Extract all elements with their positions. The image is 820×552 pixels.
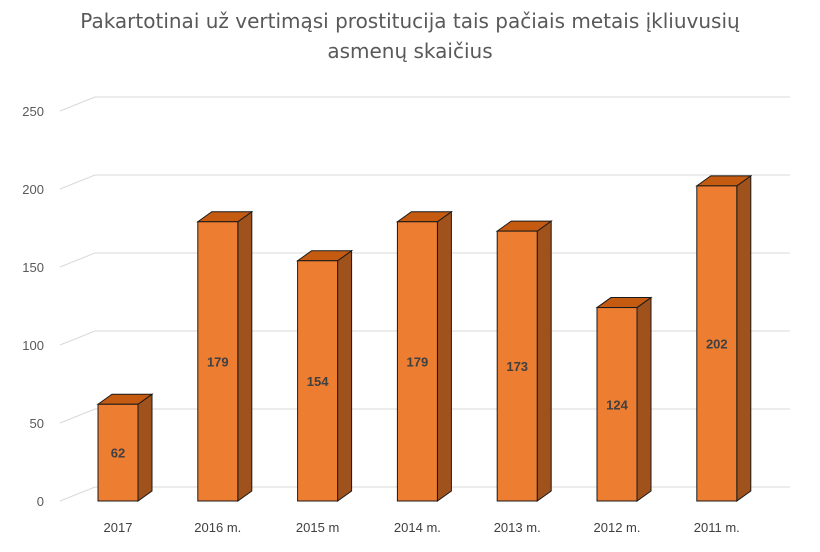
- gridline: [59, 408, 790, 424]
- bar: [696, 185, 738, 502]
- bar: [396, 221, 438, 502]
- gridline: [59, 174, 790, 190]
- data-label: 154: [307, 374, 329, 389]
- bar: [596, 307, 638, 502]
- x-tick-label: 2016 m.: [194, 520, 241, 535]
- gridline: [59, 96, 790, 112]
- bar-side: [736, 174, 752, 502]
- bar-side: [536, 220, 552, 502]
- x-tick-label: 2012 m.: [594, 520, 641, 535]
- y-tick-label: 150: [22, 260, 44, 275]
- bar: [297, 260, 339, 502]
- x-tick-label: 2011 m.: [694, 520, 740, 535]
- chart-title-line-2: asmenų skaičius: [327, 39, 493, 63]
- chart-title-line-1: Pakartotinai už vertimąsi prostitucija t…: [80, 9, 740, 33]
- data-label: 179: [207, 354, 229, 369]
- x-tick-label: 2015 m: [296, 520, 339, 535]
- x-tick-label: 2013 m.: [494, 520, 541, 535]
- data-label: 173: [506, 359, 528, 374]
- gridline: [59, 330, 790, 346]
- bar-side: [137, 393, 153, 502]
- y-tick-label: 250: [22, 104, 44, 119]
- bar-side: [337, 249, 353, 502]
- bar: [496, 230, 538, 502]
- y-tick-label: 200: [22, 182, 44, 197]
- gridline: [59, 486, 790, 502]
- y-tick-label: 0: [37, 494, 44, 509]
- y-tick-label: 100: [22, 338, 44, 353]
- bar: [97, 403, 139, 502]
- bar-side: [237, 210, 253, 502]
- gridline: [59, 252, 790, 268]
- data-label: 124: [606, 397, 628, 412]
- data-label: 179: [407, 354, 429, 369]
- x-tick-label: 2017: [104, 520, 133, 535]
- bar-side: [636, 296, 652, 502]
- y-tick-label: 50: [30, 416, 44, 431]
- x-tick-label: 2014 m.: [394, 520, 441, 535]
- bar-side: [436, 210, 452, 502]
- data-label: 62: [111, 446, 125, 461]
- data-label: 202: [706, 336, 728, 351]
- bar: [197, 221, 239, 502]
